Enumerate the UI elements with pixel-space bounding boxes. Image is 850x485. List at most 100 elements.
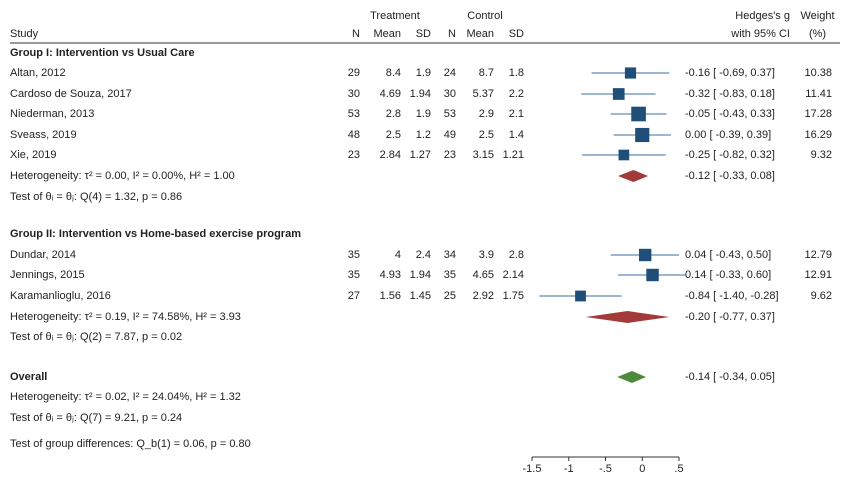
study-name: Altan, 2012 [10,67,66,79]
group-homogeneity-test: Test of θᵢ = θⱼ: Q(4) = 1.32, p = 0.86 [10,191,183,203]
treatment-sd: 2.4 [415,249,431,261]
header-treatment-mean: Mean [373,28,401,40]
study-marker [646,268,659,282]
header-weight-line2: (%) [808,28,827,40]
header-effect-line1: Hedges's g [735,10,790,22]
header-weight-line1: Weight [800,10,835,22]
treatment-mean: 2.5 [385,129,401,141]
treatment-sd: 1.2 [415,129,431,141]
weight-value: 9.62 [810,290,832,302]
study-name: Karamanlioglu, 2016 [10,290,111,302]
study-marker [624,67,637,79]
header-study: Study [10,28,39,40]
control-n: 49 [443,129,456,141]
header-treatment: Treatment [370,10,420,22]
effect-ci-text: -0.16 [ -0.69, 0.37] [685,67,775,79]
weight-value: 17.28 [804,108,832,120]
group-title: Group I: Intervention vs Usual Care [10,47,195,59]
control-n: 30 [443,88,456,100]
control-n: 24 [443,67,456,79]
treatment-n: 35 [347,249,360,261]
x-tick-label: -.5 [599,463,612,475]
study-marker [575,290,586,302]
header-control-sd: SD [508,28,524,40]
effect-ci-text: 0.04 [ -0.43, 0.50] [685,249,772,261]
overall-diamond [617,371,646,383]
x-tick-label: 0 [639,463,645,475]
treatment-mean: 1.56 [379,290,401,302]
control-n: 53 [443,108,456,120]
header-treatment-sd: SD [415,28,431,40]
group-heterogeneity: Heterogeneity: τ² = 0.19, I² = 74.58%, H… [10,311,241,323]
treatment-mean: 2.84 [379,149,401,161]
control-sd: 1.21 [502,149,524,161]
treatment-n: 53 [347,108,360,120]
x-tick-label: -1 [564,463,574,475]
group-differences-test: Test of group differences: Q_b(1) = 0.06… [10,438,251,450]
weight-value: 9.32 [810,149,832,161]
control-mean: 2.9 [478,108,494,120]
treatment-sd: 1.94 [409,88,431,100]
control-sd: 2.2 [508,88,524,100]
control-n: 23 [443,149,456,161]
weight-value: 12.79 [804,249,832,261]
study-marker [631,106,646,122]
control-mean: 2.92 [472,290,494,302]
control-sd: 1.75 [502,290,524,302]
treatment-sd: 1.27 [409,149,431,161]
control-sd: 1.8 [508,67,524,79]
control-mean: 5.37 [472,88,494,100]
overall-heterogeneity: Heterogeneity: τ² = 0.02, I² = 24.04%, H… [10,391,241,403]
header-control-n: N [448,28,456,40]
study-name: Cardoso de Souza, 2017 [10,88,132,100]
effect-ci-text: -0.25 [ -0.82, 0.32] [685,149,775,161]
study-name: Xie, 2019 [10,149,57,161]
group-pooled-diamond [617,170,649,182]
control-n: 25 [443,290,456,302]
x-tick-label: .5 [674,463,683,475]
control-sd: 2.1 [508,108,524,120]
study-name: Niederman, 2013 [10,108,95,120]
control-mean: 2.5 [478,129,494,141]
treatment-mean: 2.8 [385,108,401,120]
weight-value: 10.38 [804,67,832,79]
treatment-mean: 8.4 [385,67,401,79]
effect-ci-text: -0.05 [ -0.43, 0.33] [685,108,775,120]
group-homogeneity-test: Test of θᵢ = θⱼ: Q(2) = 7.87, p = 0.02 [10,331,183,343]
group-pooled-ci-text: -0.20 [ -0.77, 0.37] [685,311,775,323]
study-marker [635,127,650,143]
group-pooled-ci-text: -0.12 [ -0.33, 0.08] [685,170,775,182]
treatment-sd: 1.9 [415,108,431,120]
control-mean: 3.15 [472,149,494,161]
study-name: Sveass, 2019 [10,129,77,141]
group-heterogeneity: Heterogeneity: τ² = 0.00, I² = 0.00%, H²… [10,170,235,182]
effect-ci-text: 0.00 [ -0.39, 0.39] [685,129,772,141]
study-name: Dundar, 2014 [10,249,77,261]
control-mean: 8.7 [478,67,494,79]
overall-title: Overall [10,371,48,383]
treatment-sd: 1.9 [415,67,431,79]
control-n: 35 [443,269,456,281]
study-marker [618,149,630,161]
header-effect-line2: with 95% CI [731,28,790,40]
treatment-n: 30 [347,88,360,100]
group-title: Group II: Intervention vs Home-based exe… [10,228,301,240]
control-sd: 2.14 [502,269,524,281]
treatment-sd: 1.45 [409,290,431,302]
study-name: Jennings, 2015 [10,269,85,281]
control-sd: 1.4 [508,129,524,141]
control-mean: 4.65 [472,269,494,281]
treatment-n: 48 [347,129,360,141]
treatment-mean: 4 [394,249,401,261]
x-tick-label: -1.5 [523,463,542,475]
weight-value: 11.41 [805,88,832,100]
overall-homogeneity-test: Test of θᵢ = θⱼ: Q(7) = 9.21, p = 0.24 [10,412,183,424]
treatment-n: 35 [347,269,360,281]
weight-value: 12.91 [804,269,832,281]
treatment-mean: 4.93 [379,269,401,281]
treatment-mean: 4.69 [379,88,401,100]
effect-ci-text: 0.14 [ -0.33, 0.60] [685,269,772,281]
study-marker [638,248,652,262]
header-control-mean: Mean [466,28,494,40]
